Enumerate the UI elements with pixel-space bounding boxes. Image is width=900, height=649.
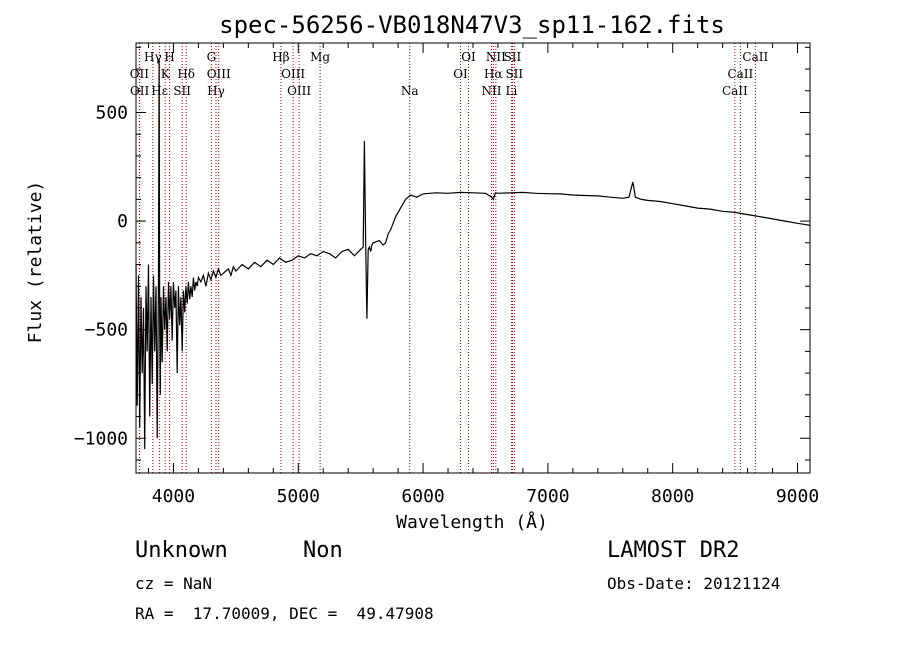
x-tick-label: 7000 xyxy=(526,486,569,507)
emission-line-label: NII xyxy=(486,50,506,64)
y-axis-label: Flux (relative) xyxy=(25,181,46,344)
emission-line-label: K xyxy=(161,67,171,81)
survey-name: LAMOST DR2 xyxy=(607,538,740,563)
plot-frame xyxy=(135,42,811,474)
coordinates: RA = 17.70009, DEC = 49.47908 xyxy=(135,604,434,623)
emission-line-label: Li xyxy=(506,84,518,98)
emission-line-label: OIII xyxy=(281,67,305,81)
emission-line-label: OI xyxy=(461,50,476,64)
emission-line-label: H xyxy=(164,50,174,64)
observation-date: Obs-Date: 20121124 xyxy=(607,574,781,593)
emission-line-label: OIII xyxy=(287,84,311,98)
emission-line-label: SII xyxy=(173,84,191,98)
y-tick-label: 500 xyxy=(95,102,128,123)
chart-title: spec-56256-VB018N47V3_sp11-162.fits xyxy=(219,11,725,39)
spectrum-series-line xyxy=(135,58,811,450)
x-tick-label: 6000 xyxy=(401,486,444,507)
emission-line-label: Na xyxy=(401,84,419,98)
emission-line-label: SII xyxy=(505,67,523,81)
emission-line-label: CaII xyxy=(742,50,768,64)
emission-line-label: OIII xyxy=(207,67,231,81)
emission-line-label: Hα xyxy=(484,67,503,81)
emission-line-markers xyxy=(138,43,756,473)
redshift-value: cz = NaN xyxy=(135,574,213,593)
x-tick-label: 5000 xyxy=(277,486,320,507)
x-tick-label: 4000 xyxy=(152,486,195,507)
y-tick-label: −1000 xyxy=(74,428,128,449)
object-subclass: Non xyxy=(303,538,343,563)
y-axis: −1000 −500 0 500 xyxy=(74,46,810,461)
x-tick-label: 9000 xyxy=(776,486,819,507)
emission-line-label: NII xyxy=(481,84,501,98)
object-class: Unknown xyxy=(135,538,228,563)
emission-line-label: CaII xyxy=(727,67,753,81)
emission-line-labels: OIIOIIHγHεHKSIIHδGOIIIHγHβOIIIOIIIMgNaOI… xyxy=(130,50,769,98)
emission-line-label: SII xyxy=(504,50,522,64)
x-axis: 4000 5000 6000 7000 8000 9000 xyxy=(147,43,819,507)
y-tick-label: −500 xyxy=(85,320,128,341)
emission-line-label: Hγ xyxy=(207,84,225,98)
emission-line-label: CaII xyxy=(722,84,748,98)
y-tick-label: 0 xyxy=(117,211,128,232)
x-axis-label: Wavelength (Å) xyxy=(396,511,548,533)
emission-line-label: Mg xyxy=(310,50,330,64)
emission-line-label: Hγ xyxy=(144,50,162,64)
emission-line-label: Hδ xyxy=(177,67,195,81)
x-tick-label: 8000 xyxy=(651,486,694,507)
emission-line-label: OII xyxy=(130,67,150,81)
emission-line-label: G xyxy=(207,50,217,64)
emission-line-label: Hβ xyxy=(272,50,289,64)
emission-line-label: OI xyxy=(453,67,468,81)
